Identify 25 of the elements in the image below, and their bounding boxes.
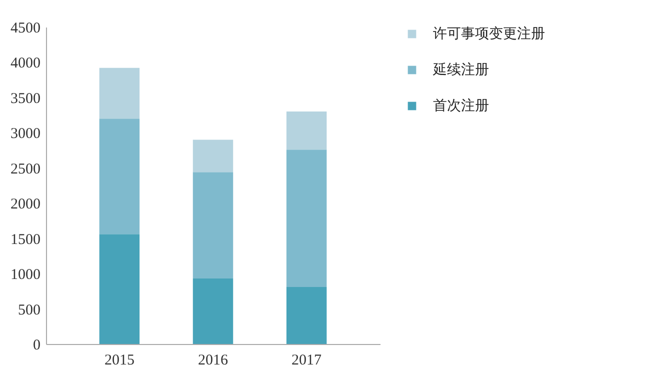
legend-label: 首次注册 (433, 98, 489, 114)
y-tick-label: 4500 (10, 20, 40, 36)
x-tick-label: 2015 (104, 352, 134, 368)
bar (286, 286, 327, 344)
y-tick-label: 3500 (10, 90, 40, 107)
bar (286, 112, 327, 150)
legend-label: 延续注册 (432, 62, 489, 78)
bar (192, 278, 234, 344)
bar (192, 172, 234, 278)
x-tick-label: 2016 (198, 352, 228, 368)
bar (286, 150, 327, 287)
y-tick-label: 3000 (10, 126, 40, 142)
bar (99, 234, 140, 344)
y-tick-label: 1000 (10, 267, 40, 284)
y-tick-label: 4000 (10, 56, 40, 72)
bar (192, 140, 234, 172)
bar (99, 118, 140, 234)
x-tick-label: 2017 (292, 352, 322, 368)
bar (99, 68, 140, 119)
y-tick-label: 2000 (10, 196, 40, 213)
y-tick-label: 1500 (10, 232, 40, 248)
legend-label: 许可事项变更注册 (433, 26, 545, 42)
y-tick-label: 2500 (10, 161, 40, 178)
y-tick-label: 0 (33, 338, 40, 354)
y-tick-label: 500 (18, 302, 40, 318)
